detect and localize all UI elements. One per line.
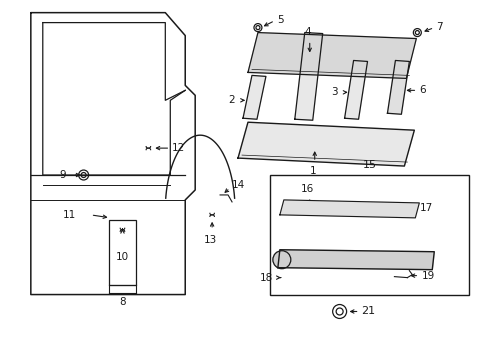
Polygon shape — [386, 60, 408, 114]
Polygon shape — [277, 250, 433, 270]
Text: 16: 16 — [301, 184, 314, 194]
Polygon shape — [294, 32, 322, 120]
Text: 20: 20 — [404, 253, 417, 263]
Text: 1: 1 — [309, 166, 315, 176]
Text: 8: 8 — [119, 297, 125, 306]
Polygon shape — [344, 60, 367, 119]
Text: 19: 19 — [421, 271, 434, 281]
Text: 17: 17 — [419, 203, 432, 213]
Text: 15: 15 — [362, 160, 376, 170]
Circle shape — [272, 251, 290, 269]
Polygon shape — [247, 32, 415, 78]
Text: 13: 13 — [203, 235, 216, 245]
Text: 2: 2 — [228, 95, 235, 105]
Text: 14: 14 — [232, 180, 245, 190]
Polygon shape — [243, 75, 265, 119]
Text: 11: 11 — [62, 210, 76, 220]
Text: 9: 9 — [59, 170, 65, 180]
Text: 12: 12 — [172, 143, 185, 153]
Polygon shape — [238, 122, 413, 166]
Text: 6: 6 — [419, 85, 425, 95]
Bar — [108, 220, 136, 285]
Text: 18: 18 — [259, 273, 272, 283]
Text: 4: 4 — [304, 27, 310, 37]
Text: 7: 7 — [435, 22, 442, 32]
Text: 5: 5 — [276, 15, 283, 24]
Polygon shape — [279, 200, 419, 218]
Text: 10: 10 — [116, 252, 129, 262]
Bar — [269, 175, 468, 294]
Text: 21: 21 — [361, 306, 375, 316]
Text: 3: 3 — [330, 87, 337, 97]
